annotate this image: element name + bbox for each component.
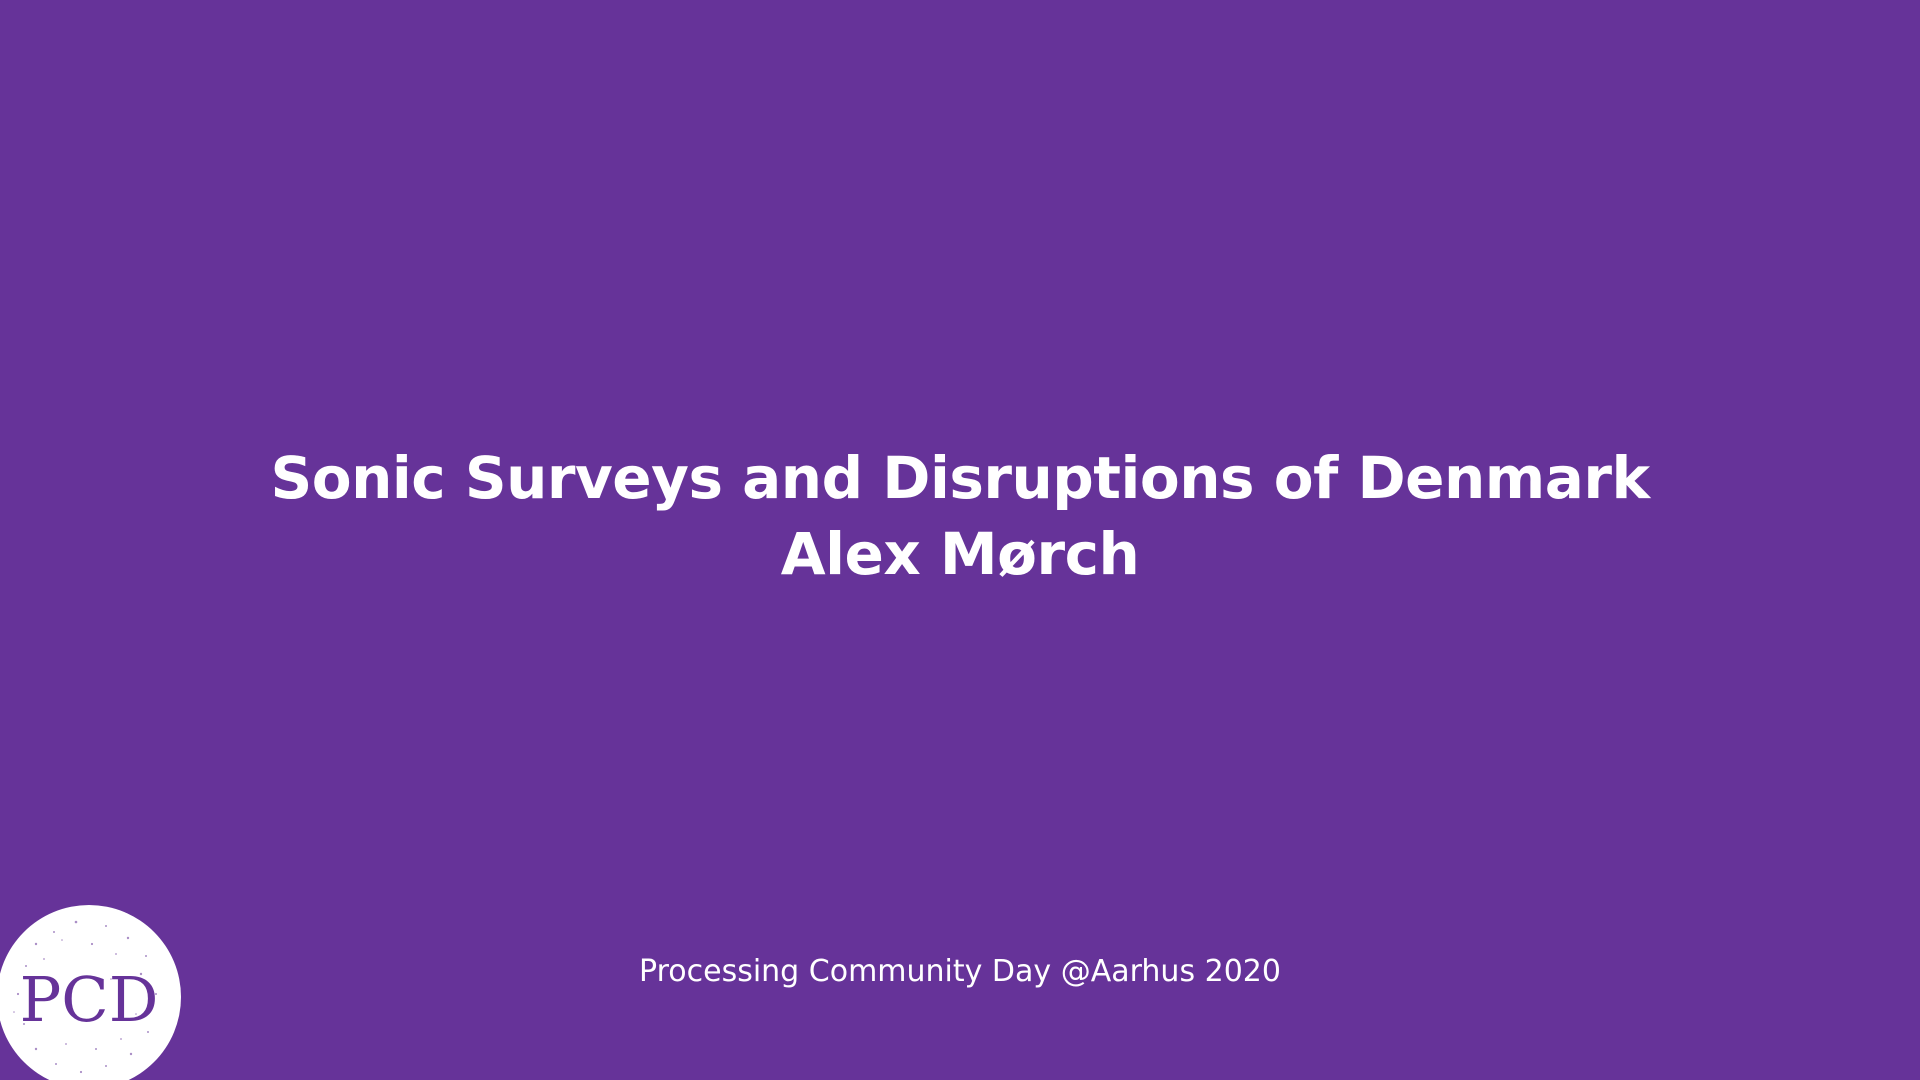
presentation-title: Sonic Surveys and Disruptions of Denmark xyxy=(270,444,1650,512)
pcd-logo-icon: PCD xyxy=(0,905,181,1080)
author-name: Alex Mørch xyxy=(780,520,1140,588)
event-footer: Processing Community Day @Aarhus 2020 xyxy=(639,954,1281,989)
logo-text: PCD xyxy=(20,963,159,1036)
title-block: Sonic Surveys and Disruptions of Denmark… xyxy=(0,440,1920,592)
